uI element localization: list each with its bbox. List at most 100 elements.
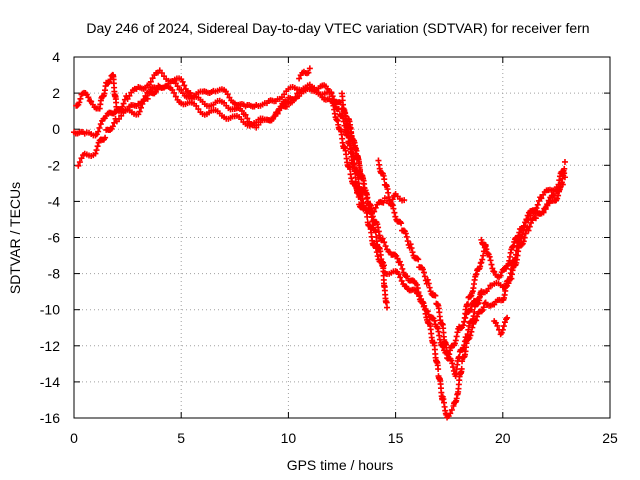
y-tick-label: -4 bbox=[48, 193, 61, 209]
data-point bbox=[519, 231, 526, 238]
data-point bbox=[172, 93, 179, 100]
data-point bbox=[75, 162, 82, 169]
data-point bbox=[503, 265, 510, 272]
data-point bbox=[492, 319, 499, 326]
data-point bbox=[429, 314, 436, 321]
x-axis-label: GPS time / hours bbox=[287, 457, 394, 473]
data-point bbox=[485, 285, 492, 292]
data-point bbox=[74, 102, 81, 109]
data-point bbox=[389, 196, 396, 203]
data-point bbox=[292, 94, 299, 101]
data-point bbox=[414, 255, 421, 262]
series-track-2 bbox=[71, 77, 568, 358]
chart-title: Day 246 of 2024, Sidereal Day-to-day VTE… bbox=[86, 20, 589, 36]
y-tick-label: -14 bbox=[40, 374, 60, 390]
data-point bbox=[139, 100, 146, 107]
data-point bbox=[532, 215, 539, 222]
data-point bbox=[488, 261, 495, 268]
data-point bbox=[520, 222, 527, 229]
data-point bbox=[447, 347, 454, 354]
data-point bbox=[419, 266, 426, 273]
y-tick-label: 4 bbox=[52, 49, 60, 65]
data-point bbox=[195, 106, 202, 113]
data-point bbox=[420, 269, 427, 276]
data-point bbox=[432, 292, 439, 299]
data-point bbox=[120, 100, 127, 107]
data-point bbox=[480, 252, 487, 259]
data-point bbox=[554, 195, 561, 202]
data-point bbox=[380, 199, 387, 206]
data-point bbox=[169, 86, 176, 93]
data-point bbox=[126, 92, 133, 99]
data-point bbox=[305, 69, 312, 76]
data-point bbox=[494, 322, 501, 329]
data-point bbox=[480, 248, 487, 255]
data-point bbox=[396, 258, 403, 265]
data-point bbox=[374, 253, 381, 260]
data-point bbox=[94, 143, 101, 150]
data-point bbox=[144, 95, 151, 102]
marks-layer bbox=[71, 65, 568, 421]
x-tick-label: 15 bbox=[388, 430, 404, 446]
data-point bbox=[328, 89, 335, 96]
data-point bbox=[181, 82, 188, 89]
data-point bbox=[460, 322, 467, 329]
data-point bbox=[404, 273, 411, 280]
data-point bbox=[242, 111, 249, 118]
data-point bbox=[479, 256, 486, 263]
data-point bbox=[105, 80, 112, 87]
data-point bbox=[296, 75, 303, 82]
data-point bbox=[149, 75, 156, 82]
data-point bbox=[382, 243, 389, 250]
data-point bbox=[439, 343, 446, 350]
data-point bbox=[408, 245, 415, 252]
data-point bbox=[270, 114, 277, 121]
data-point bbox=[274, 109, 281, 115]
data-point bbox=[404, 238, 411, 245]
data-point bbox=[497, 272, 504, 279]
data-point bbox=[78, 155, 85, 162]
x-tick-label: 10 bbox=[281, 430, 297, 446]
series-track-3 bbox=[75, 82, 566, 421]
data-point bbox=[146, 81, 153, 88]
data-point bbox=[453, 333, 460, 340]
data-point bbox=[458, 365, 465, 372]
data-point bbox=[398, 220, 405, 227]
y-tick-label: -8 bbox=[48, 266, 61, 282]
data-point bbox=[448, 406, 455, 413]
data-point bbox=[238, 107, 245, 114]
data-point bbox=[379, 235, 386, 242]
data-point bbox=[464, 301, 471, 308]
data-point bbox=[523, 216, 530, 223]
data-point bbox=[397, 274, 404, 281]
data-point bbox=[471, 309, 478, 316]
data-point bbox=[119, 103, 126, 110]
data-point bbox=[533, 205, 540, 212]
data-point bbox=[306, 65, 313, 72]
y-tick-label: -6 bbox=[48, 230, 61, 246]
data-point bbox=[421, 273, 428, 280]
y-tick-label: 2 bbox=[52, 85, 60, 101]
data-point bbox=[116, 115, 123, 122]
data-point bbox=[454, 329, 461, 336]
data-point bbox=[179, 78, 186, 85]
y-axis-label: SDTVAR / TECUs bbox=[7, 182, 23, 294]
data-point bbox=[399, 265, 406, 272]
data-point bbox=[500, 323, 507, 330]
data-point bbox=[95, 128, 102, 135]
data-point bbox=[556, 188, 563, 195]
data-point bbox=[283, 103, 290, 110]
data-point bbox=[355, 193, 362, 200]
series-track-1 bbox=[73, 67, 408, 216]
data-point bbox=[478, 259, 485, 266]
data-point bbox=[518, 241, 525, 248]
data-point bbox=[447, 410, 454, 417]
data-point bbox=[324, 85, 331, 92]
data-point bbox=[469, 324, 476, 331]
data-point bbox=[499, 326, 506, 333]
data-point bbox=[158, 69, 165, 76]
data-point bbox=[542, 206, 549, 213]
data-point bbox=[425, 280, 432, 287]
data-point bbox=[193, 102, 200, 109]
data-point bbox=[392, 213, 399, 220]
